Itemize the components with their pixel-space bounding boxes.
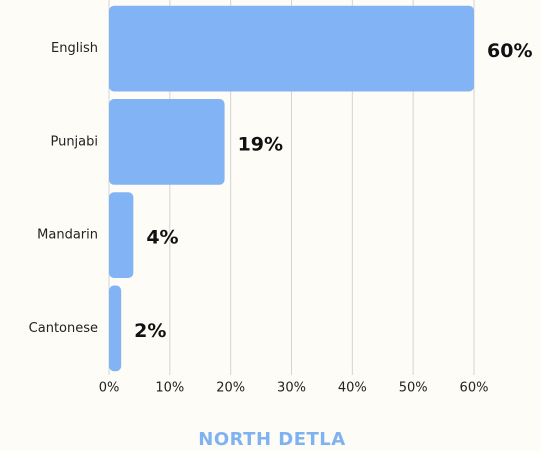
y-tick-label: Cantonese [29,321,98,336]
value-label: 2% [134,320,166,342]
x-tick-label: 20% [216,381,245,396]
x-tick-label: 30% [277,381,306,396]
y-tick-label: Punjabi [50,134,98,149]
bar [109,5,474,92]
x-tick-label: 10% [155,381,184,396]
bar [109,98,225,185]
bar [109,192,134,279]
x-tick-label: 60% [460,381,489,396]
x-tick-label: 0% [99,381,120,396]
chart-title: NORTH DETLA [198,429,345,450]
x-tick-label: 40% [338,381,367,396]
bar [109,285,122,372]
y-tick-label: English [51,41,98,56]
value-label: 19% [238,133,283,155]
value-label: 4% [146,227,178,249]
x-tick-label: 50% [399,381,428,396]
value-label: 60% [487,40,532,62]
y-tick-label: Mandarin [37,228,98,243]
